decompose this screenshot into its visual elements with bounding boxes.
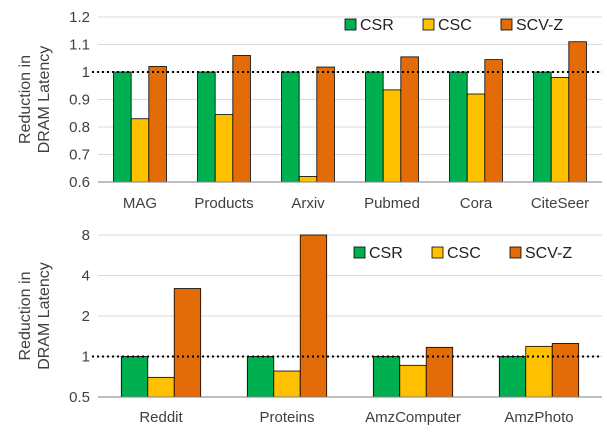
x-category-label: Pubmed	[364, 195, 420, 212]
bar-scv-z-amzcomputer	[425, 346, 454, 398]
bar-csr-cora	[449, 71, 468, 183]
bar-scv-z-arxiv	[316, 66, 335, 183]
chart-panel-2: 0.5 1 2 4 8 Reduction in DRAM Latency Reddit Pro…	[17, 227, 602, 426]
y-tick-label: 2	[82, 308, 90, 325]
legend: CSR CSC SCV-Z	[353, 245, 572, 262]
bar-scv-z-products	[232, 55, 251, 183]
y-tick-label: 0.7	[69, 147, 90, 164]
y-tick-label: 0.5	[69, 389, 90, 406]
legend-swatch	[509, 246, 522, 259]
x-category-label: AmzPhoto	[504, 409, 573, 426]
y-tick-label: 0.8	[69, 119, 90, 136]
y-tick-label: 0.9	[69, 92, 90, 109]
y-tick-label: 4	[82, 268, 90, 285]
bar-csc-reddit	[147, 376, 175, 398]
y-tick-label: 1.2	[69, 9, 90, 26]
bar-csc-citeseer	[550, 77, 570, 183]
y-tick-label: 1	[82, 349, 90, 366]
legend-label: SCV-Z	[525, 245, 572, 262]
bar-csc-cora	[466, 93, 486, 183]
y-axis-label: DRAM Latency	[36, 46, 53, 154]
legend: CSR CSC SCV-Z	[344, 17, 563, 34]
y-axis-label: DRAM Latency	[36, 262, 53, 370]
legend-swatch	[500, 18, 513, 31]
bar-csr-proteins	[246, 356, 275, 398]
bar-csc-products	[214, 114, 234, 183]
legend-swatch	[431, 246, 444, 259]
bar-csc-proteins	[273, 370, 301, 398]
bar-scv-z-cora	[484, 59, 503, 183]
y-tick-label: 1.1	[69, 37, 90, 54]
legend-swatch	[353, 246, 366, 259]
legend-label: CSC	[438, 17, 472, 34]
bar-csr-mag	[113, 71, 132, 183]
bar-csr-pubmed	[365, 71, 384, 183]
legend-swatch	[422, 18, 435, 31]
legend-label: CSC	[447, 245, 481, 262]
y-axis-label: Reduction in	[17, 55, 34, 144]
bar-csr-arxiv	[281, 71, 300, 183]
bar-csr-reddit	[120, 356, 149, 398]
x-category-label: Proteins	[259, 409, 314, 426]
x-category-label: AmzComputer	[365, 409, 461, 426]
bar-scv-z-amzphoto	[551, 343, 580, 398]
bar-csr-products	[197, 71, 216, 183]
y-tick-label: 0.6	[69, 174, 90, 191]
x-category-label: Reddit	[139, 409, 183, 426]
bar-csr-citeseer	[533, 71, 552, 183]
x-category-label: CiteSeer	[531, 195, 589, 212]
legend-label: CSR	[360, 17, 394, 34]
bar-csc-amzcomputer	[399, 364, 427, 398]
legend-label: SCV-Z	[516, 17, 563, 34]
bar-csc-mag	[130, 118, 150, 183]
bar-scv-z-reddit	[173, 288, 202, 398]
bar-scv-z-citeseer	[568, 41, 587, 183]
legend-swatch	[344, 18, 357, 31]
bar-csc-amzphoto	[525, 345, 553, 398]
x-category-label: Cora	[460, 195, 493, 212]
bar-csc-pubmed	[382, 89, 402, 183]
bar-csr-amzcomputer	[372, 356, 401, 398]
bar-csc-arxiv	[298, 176, 318, 183]
bar-scv-z-mag	[148, 66, 167, 183]
y-tick-label: 8	[82, 227, 90, 244]
chart-panel-1: 0.6 0.7 0.8 0.9 1 1.1 1.2 Reduction in DRAM Late…	[17, 9, 602, 212]
x-category-label: MAG	[123, 195, 157, 212]
bar-scv-z-proteins	[299, 234, 328, 398]
x-category-label: Arxiv	[291, 195, 325, 212]
bar-csr-amzphoto	[498, 356, 527, 398]
legend-label: CSR	[369, 245, 403, 262]
bar-scv-z-pubmed	[400, 56, 419, 183]
y-axis-label: Reduction in	[17, 272, 34, 361]
x-category-label: Products	[194, 195, 253, 212]
y-tick-label: 1	[82, 64, 90, 81]
